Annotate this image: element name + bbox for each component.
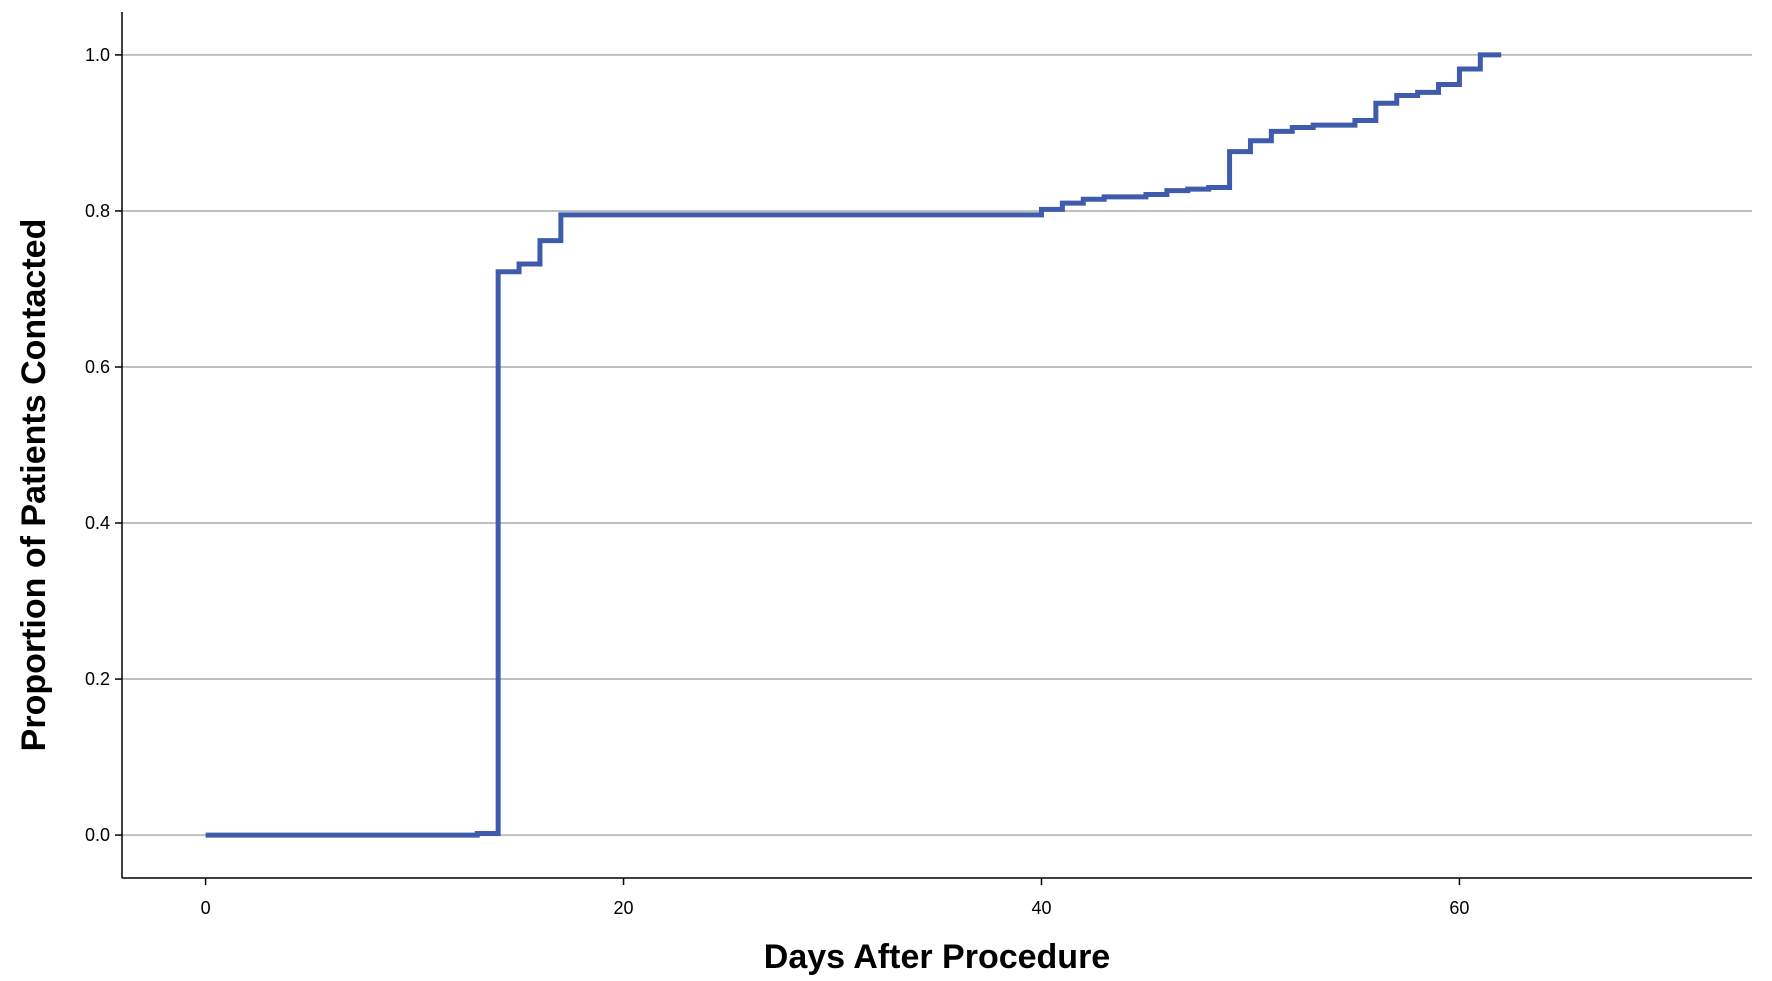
grid-layer [122, 53, 1752, 837]
axis-layer [121, 12, 1752, 879]
tick-layer: 0.0 0.2 0.4 0.6 0.8 1.0 0 20 40 60 [85, 45, 1469, 918]
y-tick-label: 0.8 [85, 201, 110, 221]
x-tick-label: 60 [1449, 898, 1469, 918]
series-layer [205, 52, 1502, 838]
x-tick-label: 0 [201, 898, 211, 918]
y-tick-label: 0.2 [85, 669, 110, 689]
y-tick-label: 1.0 [85, 45, 110, 65]
y-tick-label: 0.6 [85, 357, 110, 377]
y-tick-label: 0.4 [85, 513, 110, 533]
y-axis-title: Proportion of Patients Contacted [15, 219, 53, 752]
series-step-line [205, 52, 1502, 838]
y-tick-label: 0.0 [85, 825, 110, 845]
x-tick-label: 20 [614, 898, 634, 918]
x-axis-title: Days After Procedure [764, 938, 1110, 976]
x-tick-label: 40 [1031, 898, 1051, 918]
